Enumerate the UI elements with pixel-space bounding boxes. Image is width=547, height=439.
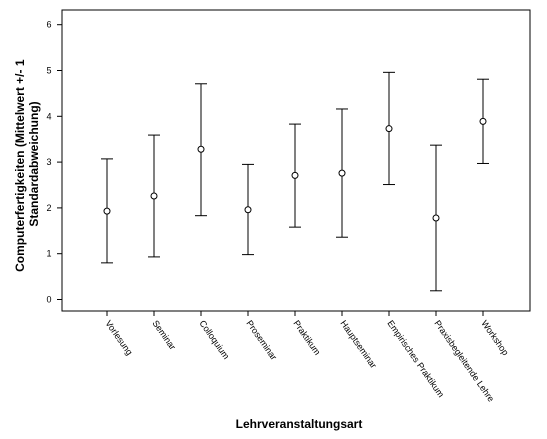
mean-point (338, 169, 346, 177)
y-tick-label: 0 (46, 295, 51, 305)
y-tick-label: 6 (46, 20, 51, 30)
mean-point (291, 171, 299, 179)
y-axis-title: Computerfertigkeiten (Mittelwert +/- 1 S… (13, 56, 41, 272)
mean-point (197, 145, 205, 153)
x-tick-label: Proseminar (244, 318, 279, 361)
x-tick-label: Colloquium (197, 318, 231, 361)
mean-point (432, 214, 440, 222)
mean-point (150, 192, 158, 200)
x-tick-label: Hauptseminar (338, 318, 378, 370)
error-bars (101, 71, 489, 292)
mean-point (479, 117, 487, 125)
x-tick-label: Seminar (150, 318, 177, 351)
x-tick-label: Workshop (479, 318, 510, 357)
mean-point (385, 125, 393, 133)
y-tick-label: 4 (46, 111, 51, 121)
x-tick-label: Vorlesung (103, 318, 134, 357)
x-axis-title: Lehrveranstaltungsart (236, 417, 363, 431)
mean-point (244, 206, 252, 214)
y-axis-title-line-2: Standardabweichung) (27, 101, 41, 226)
plot-frame (61, 9, 531, 312)
y-tick-label: 5 (46, 66, 51, 76)
y-tick-label: 3 (46, 157, 51, 167)
mean-point (103, 207, 111, 215)
x-tick-label: Praktikum (291, 318, 322, 357)
y-tick-label: 2 (46, 203, 51, 213)
x-axis-labels: Vorlesung Seminar Colloquium Proseminar Prak… (103, 311, 511, 404)
y-axis-title-line-1: Computerfertigkeiten (Mittelwert +/- 1 (13, 59, 27, 272)
y-axis: 0 1 2 3 4 5 6 (46, 20, 62, 305)
y-tick-label: 1 (46, 249, 51, 259)
